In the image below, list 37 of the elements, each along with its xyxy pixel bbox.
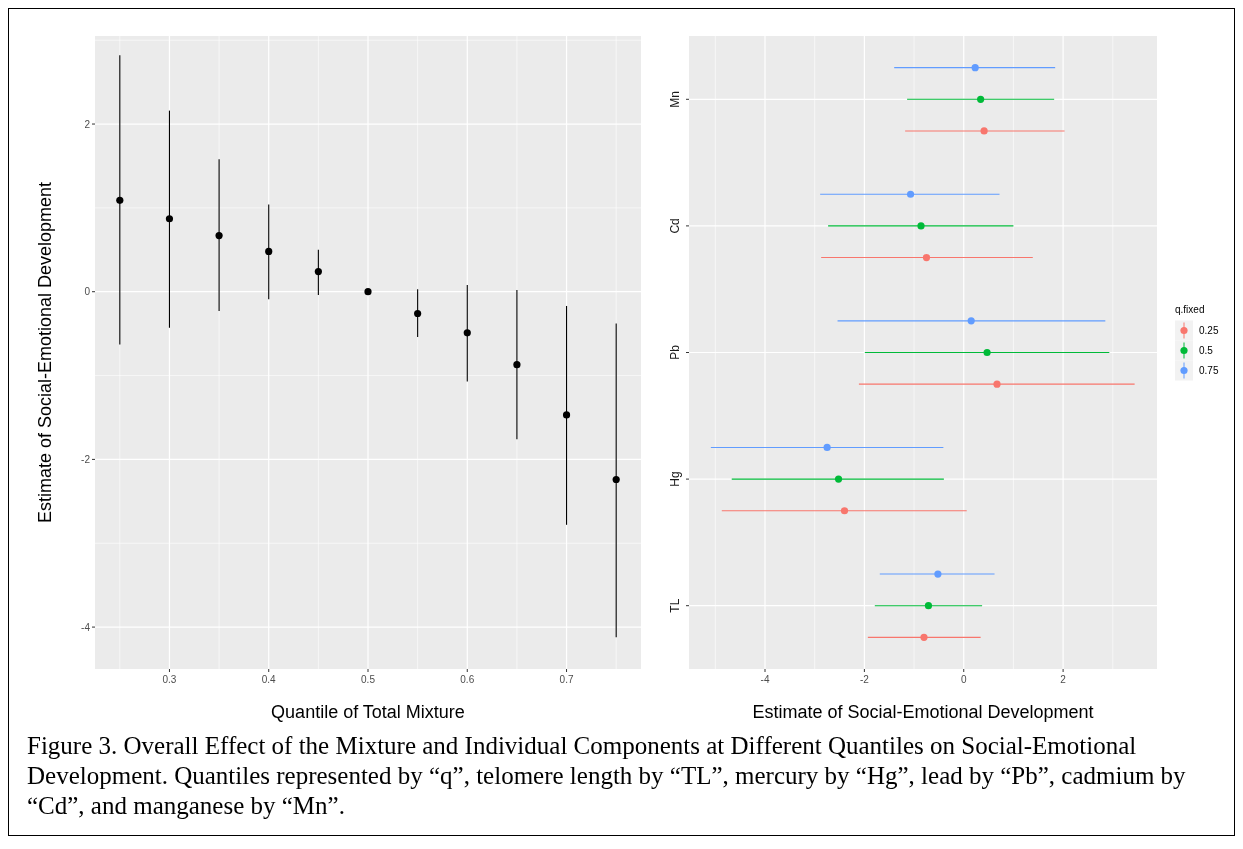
point <box>265 247 273 256</box>
y-tick-label: Mn <box>668 90 682 108</box>
legend-label: 0.5 <box>1199 345 1214 356</box>
x-tick-label: 0.4 <box>261 674 277 685</box>
y-axis-title: Estimate of Social-Emotional Development <box>35 181 55 524</box>
x-axis-title: Quantile of Total Mixture <box>271 702 465 722</box>
y-tick-label: Cd <box>668 218 682 234</box>
x-tick-label: 0.6 <box>460 674 475 685</box>
legend-label: 0.25 <box>1199 325 1219 336</box>
point <box>562 411 571 419</box>
point <box>414 309 422 318</box>
y-tick-label: -4 <box>81 621 91 633</box>
point <box>116 196 124 204</box>
x-tick-label: 2 <box>1060 674 1067 685</box>
point <box>215 231 223 240</box>
y-tick-label: 2 <box>84 118 91 130</box>
x-tick-label: -4 <box>760 674 770 685</box>
point <box>463 329 471 337</box>
point <box>364 288 372 296</box>
y-tick-label: Hg <box>668 471 682 487</box>
y-tick-label: TL <box>668 598 682 613</box>
y-tick-label: -2 <box>81 453 91 465</box>
point <box>314 267 322 276</box>
x-tick-label: 0.3 <box>162 674 177 685</box>
x-tick-label: -2 <box>859 674 870 685</box>
point <box>513 361 521 369</box>
caption: Figure 3. Overall Effect of the Mixture and Individual Components at Different Quantiles on Social-Emotional Development. Quantiles represented by “q”, telomere length by “TL”, mercury by “Hg”, lead by “Pb”, cadmium by “Cd”, and manganese by “Mn”. <box>26 731 1187 821</box>
y-tick-label: Pb <box>668 344 682 360</box>
point <box>165 215 174 223</box>
legend-title: q.fixed <box>1175 303 1205 315</box>
y-tick-label: 0 <box>84 286 91 298</box>
point <box>612 475 620 484</box>
x-tick-label: 0.7 <box>559 674 574 685</box>
legend-label: 0.75 <box>1199 365 1219 376</box>
x-tick-label: 0.5 <box>361 674 376 685</box>
x-tick-label: 0 <box>960 674 967 685</box>
x-axis-title: Estimate of Social-Emotional Development <box>752 702 1094 722</box>
